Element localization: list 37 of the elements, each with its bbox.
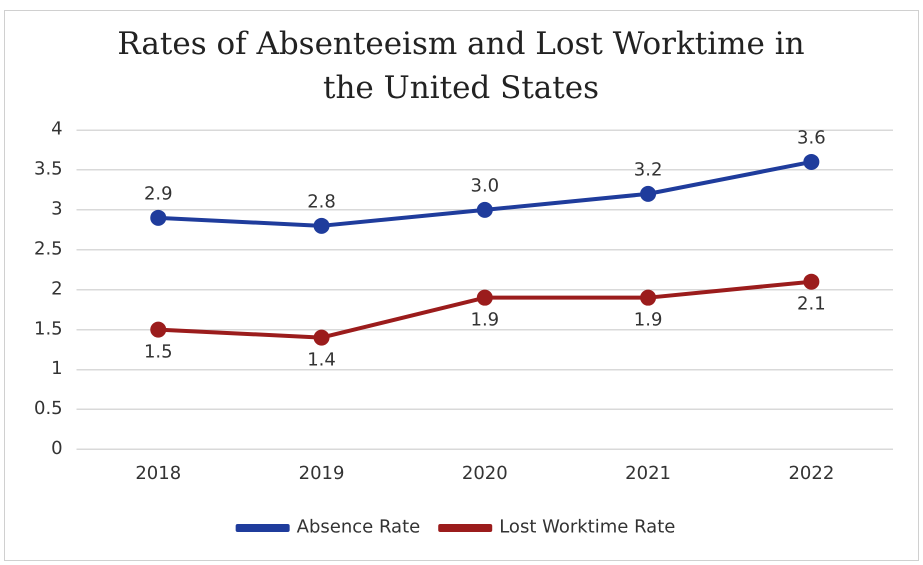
point [476,290,493,306]
point [150,322,166,338]
data-label: 3.0 [470,176,500,197]
legend-label: Absence Rate [296,516,420,538]
x-tick-label: 2021 [625,462,671,484]
data-label: 1.9 [634,309,662,330]
data-label: 2.1 [797,293,826,314]
legend-label: Lost Worktime Rate [499,516,676,538]
point [476,202,493,218]
y-tick-label: 4 [51,118,63,140]
data-label: 2.9 [144,184,173,205]
data-label: 3.2 [634,160,662,181]
x-tick-label: 2022 [788,462,834,484]
y-tick-label: 0 [51,438,63,460]
y-tick-label: 2 [51,278,63,300]
data-label: 1.9 [470,309,500,330]
y-tick-label: 3.5 [34,158,63,180]
x-tick-label: 2018 [135,462,182,484]
chart-title: Rates of Absenteeism and Lost Worktime in the United States [116,25,806,108]
y-tick-label: 2.5 [34,238,63,260]
point [640,290,656,306]
point [640,186,656,202]
point [314,330,330,346]
data-label: 2.8 [307,191,336,212]
x-tick-label: 2020 [462,462,508,484]
point [314,218,330,234]
y-tick-label: 1 [51,358,63,380]
data-label: 1.4 [307,349,336,370]
point [150,210,166,226]
point [803,274,820,290]
y-tick-label: 3 [51,198,63,220]
data-label: 1.5 [144,341,173,362]
y-tick-label: 0.5 [34,398,63,420]
point [803,154,820,170]
y-tick-label: 1.5 [34,318,63,340]
x-tick-label: 2019 [298,462,344,484]
data-label: 3.6 [797,128,826,149]
